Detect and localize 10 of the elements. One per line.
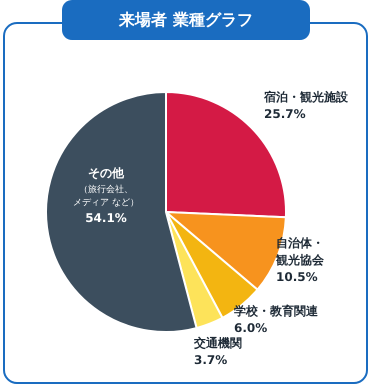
- data-label: 10.5%: [276, 270, 318, 284]
- slice-label: 宿泊・観光施設: [263, 90, 349, 104]
- slice-label: 交通機関: [193, 336, 242, 350]
- data-label: 6.0%: [234, 321, 268, 336]
- chart-title: 来場者 業種グラフ: [62, 0, 310, 40]
- slice-label: その他（旅行会社、メディア など）: [73, 166, 139, 208]
- slice-label: 学校・教育関連: [234, 304, 319, 318]
- data-label: 54.1%: [85, 211, 127, 226]
- data-label: 25.7%: [264, 107, 306, 122]
- data-label: 3.7%: [194, 353, 228, 368]
